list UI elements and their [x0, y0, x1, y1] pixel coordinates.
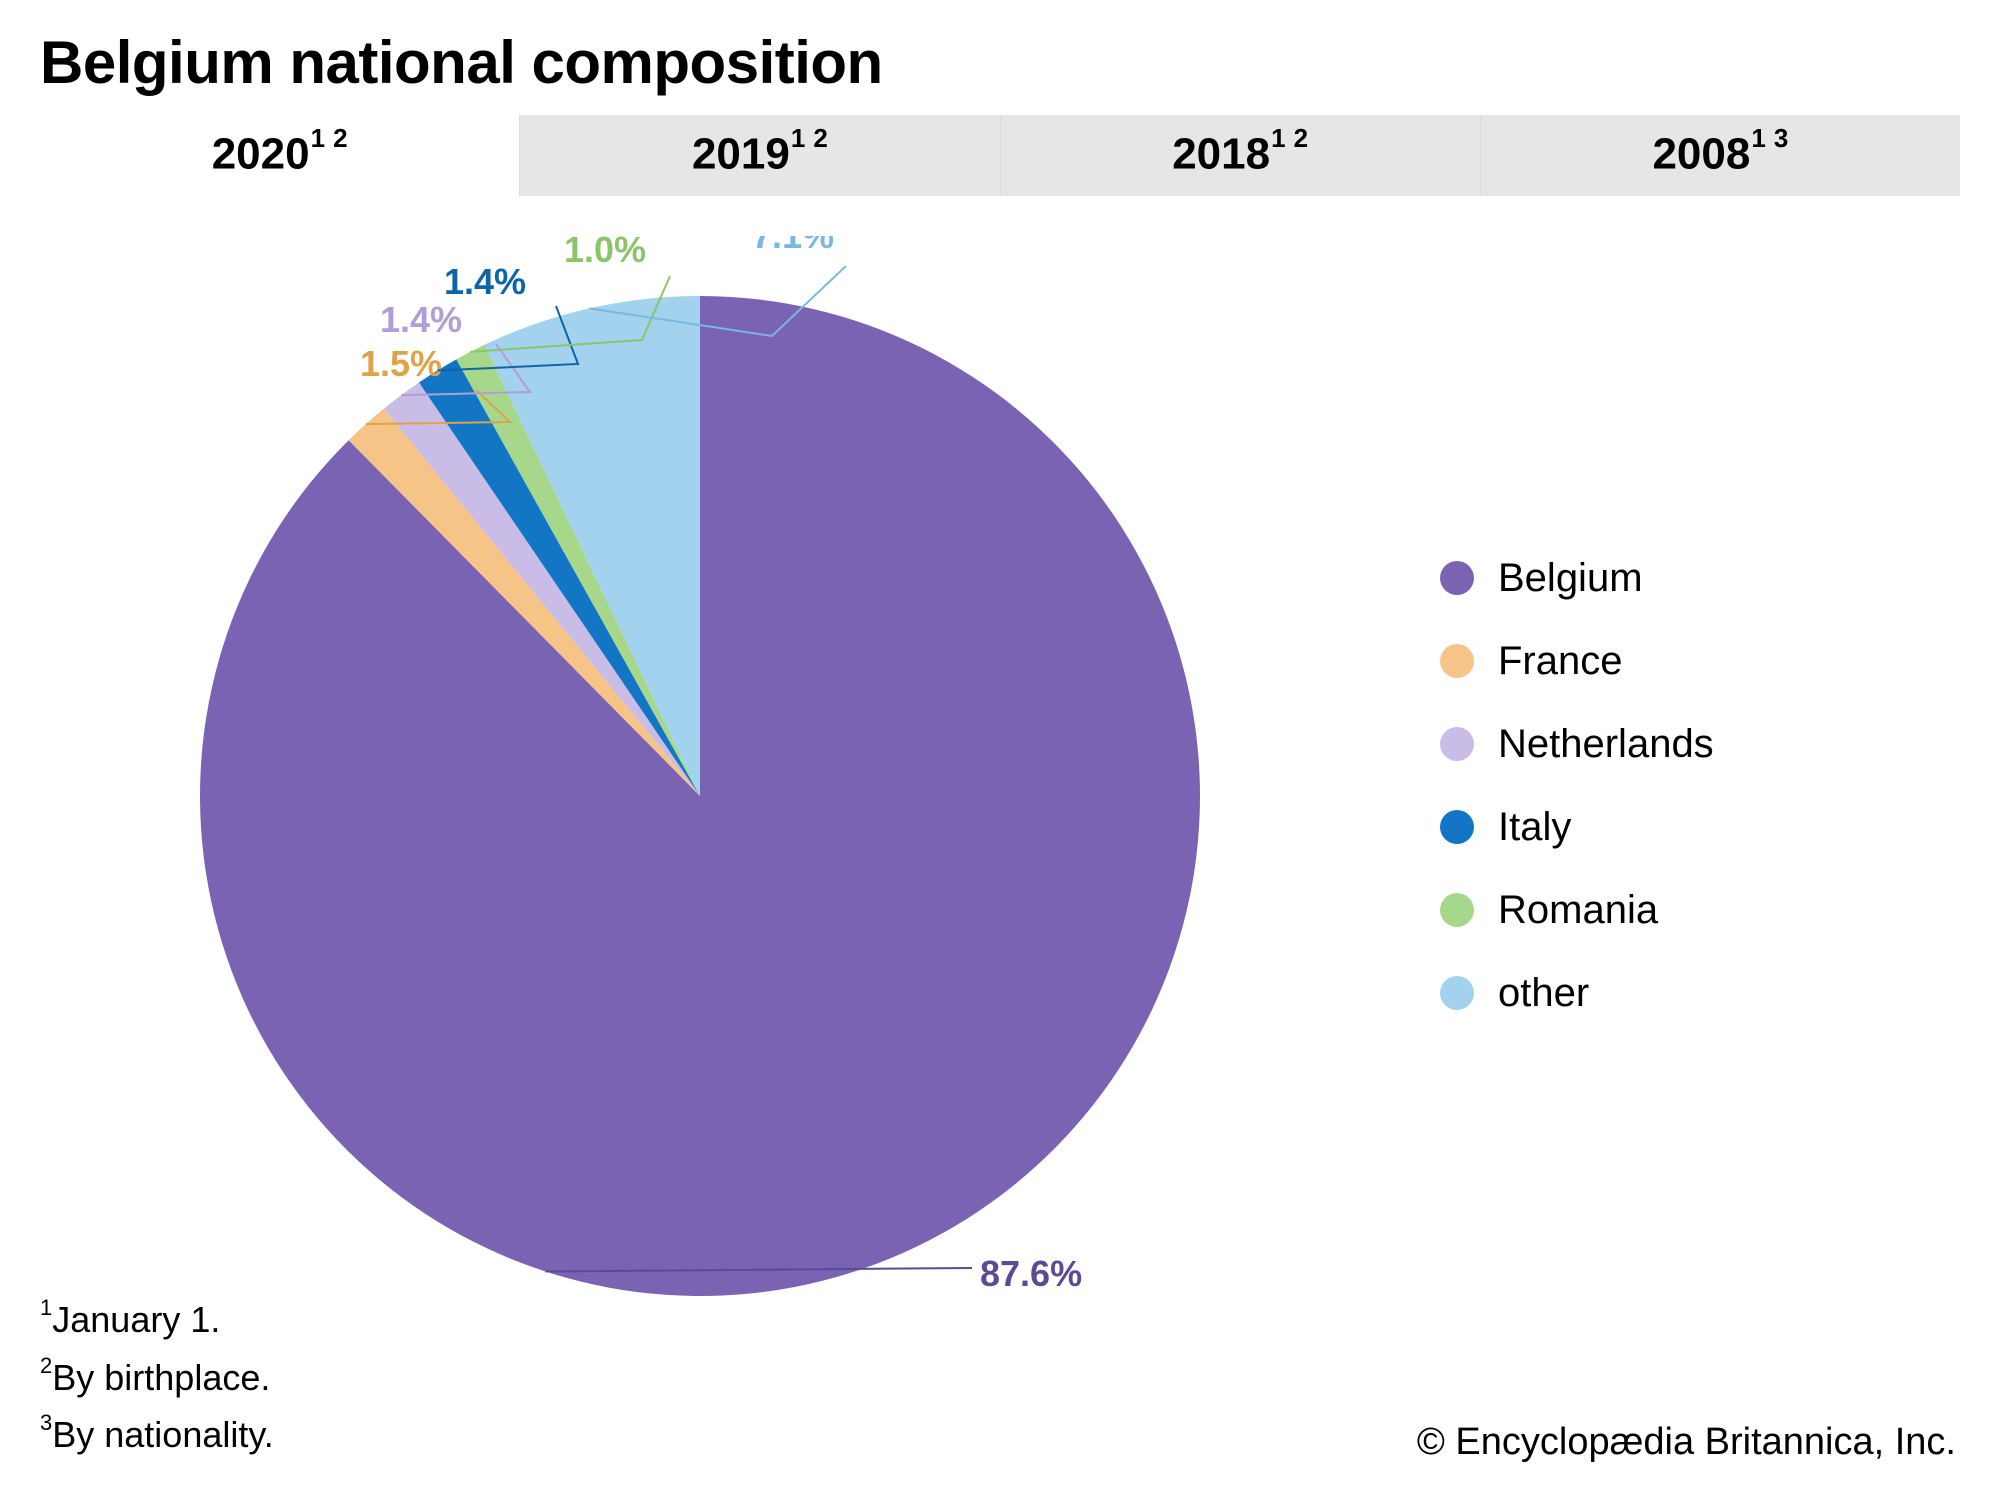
legend-item-other: other [1440, 971, 1714, 1016]
legend-label: Romania [1498, 888, 1658, 933]
slice-label-belgium: 87.6% [980, 1253, 1082, 1294]
slice-label-romania: 1.0% [564, 236, 646, 270]
footnotes: 1January 1.2By birthplace.3By nationalit… [40, 1291, 274, 1464]
slice-label-other: 7.1% [752, 236, 834, 256]
legend-dot [1440, 893, 1474, 927]
legend-item-italy: Italy [1440, 805, 1714, 850]
page-title: Belgium national composition [0, 0, 2000, 115]
tab-2020[interactable]: 202012 [40, 115, 520, 196]
legend-item-netherlands: Netherlands [1440, 722, 1714, 767]
legend-item-belgium: Belgium [1440, 556, 1714, 601]
slice-label-netherlands: 1.4% [380, 299, 462, 340]
legend-dot [1440, 810, 1474, 844]
legend-dot [1440, 976, 1474, 1010]
tab-2018[interactable]: 201812 [1001, 115, 1481, 196]
legend-dot [1440, 727, 1474, 761]
footnote-1: 1January 1. [40, 1291, 274, 1349]
legend-label: Netherlands [1498, 722, 1714, 767]
legend-item-france: France [1440, 639, 1714, 684]
tab-2008[interactable]: 200813 [1481, 115, 1960, 196]
legend-label: Italy [1498, 805, 1571, 850]
footnote-2: 2By birthplace. [40, 1349, 274, 1407]
footnote-3: 3By nationality. [40, 1406, 274, 1464]
legend-label: Belgium [1498, 556, 1643, 601]
pie-chart: 87.6% 1.5%1.4%1.4% 1.0% 7.1% [160, 236, 1360, 1356]
copyright: © Encyclopædia Britannica, Inc. [1417, 1421, 1956, 1464]
tab-2019[interactable]: 201912 [520, 115, 1000, 196]
pie-slice-belgium [200, 296, 1200, 1296]
tabs-bar: 202012201912201812200813 [40, 115, 1960, 196]
legend-item-romania: Romania [1440, 888, 1714, 933]
legend: Belgium France Netherlands Italy Romania othe… [1440, 556, 1714, 1054]
slice-label-france: 1.5% [360, 343, 442, 384]
legend-dot [1440, 561, 1474, 595]
slice-label-italy: 1.4% [444, 261, 526, 302]
legend-label: other [1498, 971, 1589, 1016]
legend-label: France [1498, 639, 1623, 684]
legend-dot [1440, 644, 1474, 678]
chart-area: 87.6% 1.5%1.4%1.4% 1.0% 7.1% Belgium France N… [0, 226, 2000, 1326]
